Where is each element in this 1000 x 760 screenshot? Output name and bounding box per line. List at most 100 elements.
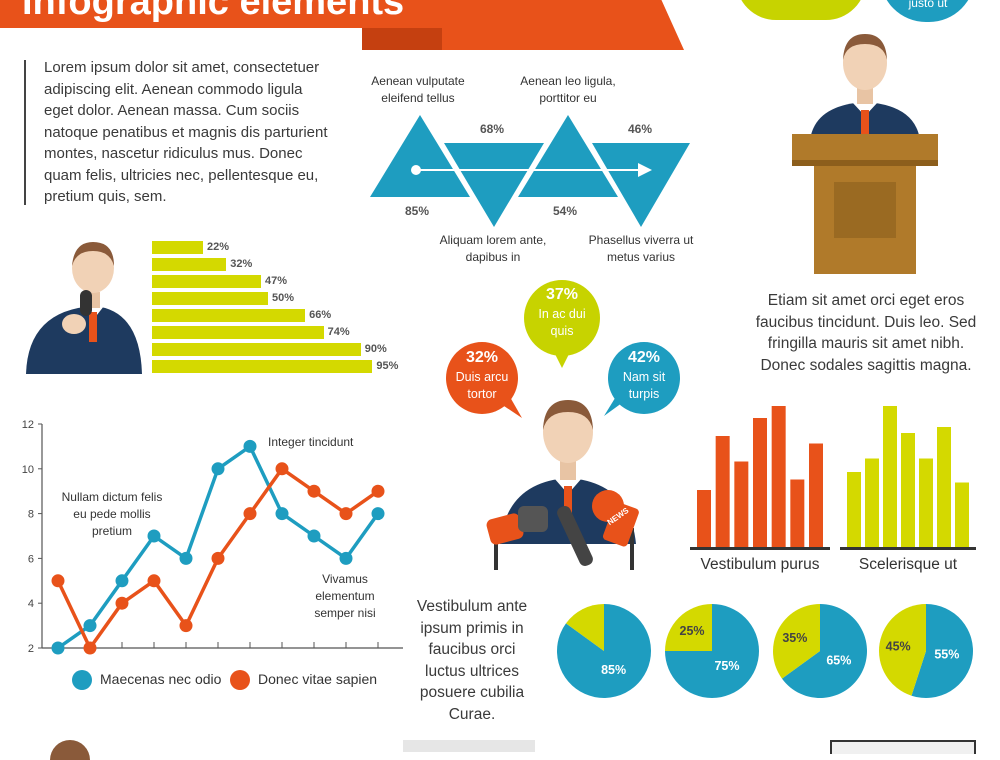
tri-pct-1: 85% xyxy=(405,204,430,218)
pie-label-1: 65% xyxy=(826,654,851,668)
vbar-baseline xyxy=(840,547,976,550)
vbar-orange-title: Vestibulum purus xyxy=(700,556,820,573)
y-tick-label: 10 xyxy=(22,464,34,476)
bubble-blue-pct: 42% xyxy=(627,349,661,366)
top-speech-bubble-lime xyxy=(736,0,866,20)
hbar-8 xyxy=(152,360,373,373)
podium-paragraph: Etiam sit amet orci eget eros faucibus t… xyxy=(755,292,977,374)
pie-slice-2 xyxy=(665,604,712,651)
pie-label-2: 25% xyxy=(680,624,705,638)
line-point-2-9 xyxy=(307,484,321,498)
line-point-1-10 xyxy=(339,551,353,565)
pie-chart-1: 85% xyxy=(557,604,651,698)
triangle-up-1 xyxy=(370,115,470,197)
hbar-label-4: 50% xyxy=(272,292,295,304)
triangle-down-1 xyxy=(444,143,544,227)
bottom-paragraph: Vestibulum ante ipsum primis in faucibus… xyxy=(416,598,528,723)
vbar-5 xyxy=(919,458,933,547)
hbar-5 xyxy=(152,309,306,322)
vbar-lime-title: Scelerisque ut xyxy=(858,556,958,573)
press-speaker-neck xyxy=(560,460,576,480)
bubble-lime-pct: 37% xyxy=(545,286,579,303)
tri-pct-4: 46% xyxy=(628,122,653,136)
triangle-down-2 xyxy=(592,143,690,227)
line-point-1-3 xyxy=(115,574,129,588)
speaker2-hair xyxy=(72,242,114,266)
speaker-neck xyxy=(857,88,873,104)
vbar-3 xyxy=(883,406,897,547)
y-tick-label: 6 xyxy=(28,553,34,565)
bottom-avatar-hair xyxy=(50,740,90,760)
pie-label-1: 85% xyxy=(601,663,626,677)
line-point-2-5 xyxy=(179,619,193,633)
pie-slice-2 xyxy=(565,604,604,651)
line-point-1-4 xyxy=(147,529,161,543)
tri-bottom-label-1: Aliquam lorem ante, dapibus in xyxy=(439,233,547,264)
line-chart: 2 4 6 8 10 12 xyxy=(22,419,403,655)
tri-pct-2: 68% xyxy=(480,122,505,136)
line-point-2-2 xyxy=(83,641,97,655)
tri-top-label-1: Aenean vulputate eleifend tellus xyxy=(371,74,465,105)
bottom-frame xyxy=(830,740,976,754)
line-point-1-7 xyxy=(243,439,257,453)
tri-pct-3: 54% xyxy=(553,204,578,218)
hbar-label-1: 22% xyxy=(207,241,230,253)
hbar-label-8: 95% xyxy=(376,360,399,372)
y-tick-label: 2 xyxy=(28,643,34,655)
pie-chart-3: 65% 35% xyxy=(773,604,867,698)
intro-rule xyxy=(24,60,26,205)
line-point-1-2 xyxy=(83,619,97,633)
intro-paragraph: Lorem ipsum dolor sit amet, consectetuer… xyxy=(44,59,328,205)
vbar-2 xyxy=(865,458,879,547)
line-point-1-8 xyxy=(275,507,289,521)
hbar-label-7: 90% xyxy=(364,343,387,355)
speaker2-hand xyxy=(62,314,86,334)
line-point-1-9 xyxy=(307,529,321,543)
line-point-2-11 xyxy=(371,484,385,498)
line-point-1-11 xyxy=(371,507,385,521)
podium-panel xyxy=(834,182,896,238)
triangle-diagram xyxy=(370,115,690,227)
banner-ribbon-shade xyxy=(362,28,442,50)
vbar-7 xyxy=(955,482,969,547)
y-tick-label: 12 xyxy=(22,419,34,431)
hbar-1 xyxy=(152,241,204,254)
line-point-2-10 xyxy=(339,507,353,521)
vertical-bar-chart-lime xyxy=(840,406,976,550)
vbar-7 xyxy=(809,443,823,547)
hbar-label-5: 66% xyxy=(309,309,332,321)
hbar-7 xyxy=(152,343,361,356)
speaker-tie xyxy=(861,110,869,138)
top-speech-bubble-text: justo ut xyxy=(908,0,948,10)
tri-bottom-label-2: Phasellus viverra ut metus varius xyxy=(588,233,694,264)
vertical-bar-chart-orange xyxy=(690,406,830,550)
line-point-2-4 xyxy=(147,574,161,588)
speaker-head xyxy=(843,36,887,90)
bubble-blue xyxy=(604,342,680,416)
speaker-collar xyxy=(852,102,878,116)
legend-label-2: Donec vitae sapien xyxy=(258,671,378,687)
pie-slice-1 xyxy=(781,604,867,698)
pie-chart-2: 75% 25% xyxy=(665,604,759,698)
podium-speaker-illustration xyxy=(792,34,938,274)
vbar-6 xyxy=(790,479,805,547)
bubble-orange-pct: 32% xyxy=(465,349,499,366)
line-annotation-1: Nullam dictum felis eu pede mollis preti… xyxy=(61,490,163,538)
hbar-label-3: 47% xyxy=(265,275,288,287)
vbar-3 xyxy=(734,461,749,547)
line-point-1-1 xyxy=(51,641,65,655)
speaker2-head xyxy=(72,243,114,293)
hbar-3 xyxy=(152,275,262,288)
vbar-2 xyxy=(715,436,730,547)
press-speaker-head xyxy=(543,401,593,463)
horizontal-bar-chart: 22% 32% 47% 50% 66% 74% 90% 95% xyxy=(152,241,422,377)
arrow-head xyxy=(638,163,652,177)
hbar-label-6: 74% xyxy=(327,326,350,338)
mic-stand-left xyxy=(494,532,498,570)
bubble-orange xyxy=(446,342,522,418)
legend-dot-2 xyxy=(230,670,250,690)
pie-slice-2 xyxy=(879,604,926,696)
legend-label-1: Maecenas nec odio xyxy=(100,671,222,687)
bubble-lime xyxy=(524,280,600,368)
vbar-5 xyxy=(771,406,786,547)
